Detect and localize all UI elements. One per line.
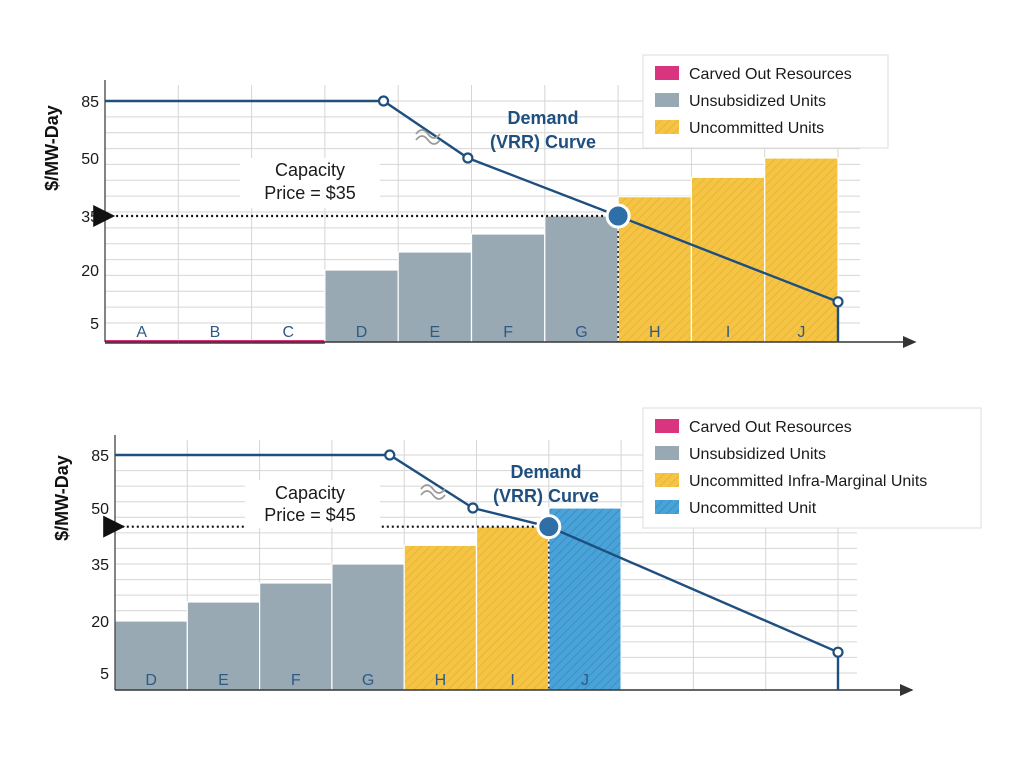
unit-label: J [797,324,805,341]
unit-label: D [356,324,368,341]
unit-label: E [430,324,441,341]
y-tick-label: 50 [91,501,109,518]
curve-point [467,502,479,514]
legend-swatch [655,66,679,80]
clearing-point [536,514,562,540]
bar-f [259,582,333,691]
demand-label: (VRR) Curve [490,132,596,152]
capacity-price-label: Capacity [275,483,345,503]
bar-d [114,620,188,691]
y-axis-label: $/MW-Day [42,105,62,191]
y-tick-label: 5 [100,666,109,683]
bar-j [548,507,622,691]
capacity-price-value: Price = $45 [264,505,356,525]
y-axis-label: $/MW-Day [52,455,72,541]
y-tick-label: 20 [81,263,99,280]
y-tick-label: 35 [81,209,99,226]
bar-e [186,601,261,691]
demand-label: Demand [507,108,578,128]
unit-label: D [145,672,157,689]
demand-label: Demand [510,462,581,482]
unit-label: B [210,324,221,341]
curve-point [462,152,474,164]
y-tick-label: 20 [91,614,109,631]
legend-swatch [655,446,679,460]
legend-box [642,407,982,529]
curve-point [377,95,390,107]
curve-point [832,646,844,658]
bar-i [475,526,550,691]
curve-point [832,296,844,308]
unit-label: I [726,324,730,341]
legend-item: Uncommitted Infra-Marginal Units [689,473,927,490]
legend-swatch [655,120,679,134]
legend-item: Carved Out Resources [689,419,852,436]
unit-label: G [575,324,587,341]
legend-item: Uncommitted Unit [689,500,817,517]
y-tick-label: 85 [81,94,99,111]
unit-label: A [136,324,147,341]
capacity-price-value: Price = $35 [264,183,356,203]
unit-label: E [218,672,229,689]
legend-swatch [655,93,679,107]
capacity-price-label: Capacity [275,160,345,180]
unit-label: F [291,672,301,689]
unit-label: H [435,672,447,689]
y-tick-label: 50 [81,151,99,168]
unit-label: J [581,672,589,689]
unit-label: H [649,324,661,341]
y-tick-label: 85 [91,448,109,465]
legend-swatch [655,500,679,514]
bar-j [764,157,839,343]
curve-point [384,449,396,461]
bar-h [403,544,478,691]
legend-swatch [655,419,679,433]
demand-label: (VRR) Curve [493,486,599,506]
legend-item: Carved Out Resources [689,66,852,83]
legend-item: Uncommitted Units [689,120,824,137]
bar-d [324,269,399,343]
unit-label: C [282,324,294,341]
annotation-bg [245,480,380,528]
y-tick-label: 35 [91,557,109,574]
unit-label: G [362,672,374,689]
clearing-point [605,203,631,229]
break-squiggle [420,484,446,500]
legend-item: Unsubsidized Units [689,446,826,463]
y-tick-label: 5 [90,316,99,333]
unit-label: I [510,672,514,689]
legend-item: Unsubsidized Units [689,93,826,110]
break-squiggle [415,129,441,145]
annotation-bg [240,158,380,208]
legend-swatch [655,473,679,487]
unit-label: F [503,324,513,341]
legend-box [642,54,889,149]
